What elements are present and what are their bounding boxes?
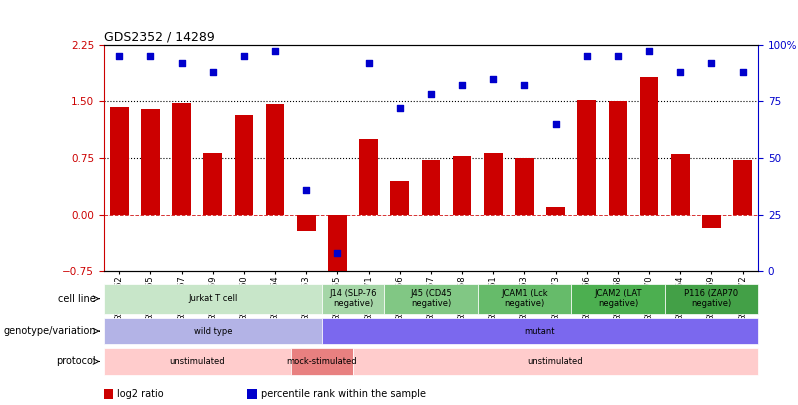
Bar: [546, 207, 565, 215]
Point: [238, 53, 251, 59]
Bar: [141, 109, 160, 215]
Bar: [578, 100, 596, 215]
Point: [331, 250, 344, 256]
Text: GDS2352 / 14289: GDS2352 / 14289: [104, 30, 215, 43]
Point: [705, 60, 717, 66]
Text: P116 (ZAP70
negative): P116 (ZAP70 negative): [685, 289, 738, 308]
Bar: [110, 107, 128, 215]
Text: genotype/variation: genotype/variation: [3, 326, 96, 336]
Text: unstimulated: unstimulated: [169, 357, 225, 366]
Point: [393, 105, 406, 111]
Point: [300, 186, 313, 193]
Text: Jurkat T cell: Jurkat T cell: [188, 294, 238, 303]
Text: J45 (CD45
negative): J45 (CD45 negative): [410, 289, 452, 308]
Point: [176, 60, 188, 66]
Point: [518, 82, 531, 89]
Bar: [297, 215, 316, 231]
Point: [580, 53, 593, 59]
Bar: [328, 215, 347, 286]
Text: cell line: cell line: [58, 294, 96, 304]
Bar: [640, 77, 658, 215]
Text: mock-stimulated: mock-stimulated: [286, 357, 358, 366]
Bar: [359, 139, 378, 215]
Bar: [266, 104, 284, 215]
Bar: [733, 160, 752, 215]
Text: wild type: wild type: [194, 326, 232, 336]
Bar: [390, 181, 409, 215]
Point: [113, 53, 126, 59]
Bar: [515, 158, 534, 215]
Point: [611, 53, 624, 59]
Text: JCAM1 (Lck
negative): JCAM1 (Lck negative): [501, 289, 547, 308]
Bar: [172, 103, 191, 215]
Bar: [484, 153, 503, 215]
Point: [674, 68, 686, 75]
Text: percentile rank within the sample: percentile rank within the sample: [261, 389, 426, 399]
Bar: [671, 154, 689, 215]
Point: [456, 82, 468, 89]
Point: [269, 48, 282, 55]
Point: [642, 48, 655, 55]
Text: log2 ratio: log2 ratio: [117, 389, 164, 399]
Bar: [203, 153, 222, 215]
Point: [487, 75, 500, 82]
Text: JCAM2 (LAT
negative): JCAM2 (LAT negative): [595, 289, 642, 308]
Text: unstimulated: unstimulated: [527, 357, 583, 366]
Point: [207, 68, 219, 75]
Point: [425, 91, 437, 98]
Point: [736, 68, 749, 75]
Point: [144, 53, 157, 59]
Text: mutant: mutant: [525, 326, 555, 336]
Bar: [421, 160, 440, 215]
Point: [362, 60, 375, 66]
Bar: [702, 215, 721, 228]
Bar: [235, 115, 253, 215]
Bar: [452, 156, 472, 215]
Text: J14 (SLP-76
negative): J14 (SLP-76 negative): [330, 289, 377, 308]
Point: [549, 121, 562, 127]
Text: protocol: protocol: [56, 356, 96, 367]
Bar: [609, 101, 627, 215]
